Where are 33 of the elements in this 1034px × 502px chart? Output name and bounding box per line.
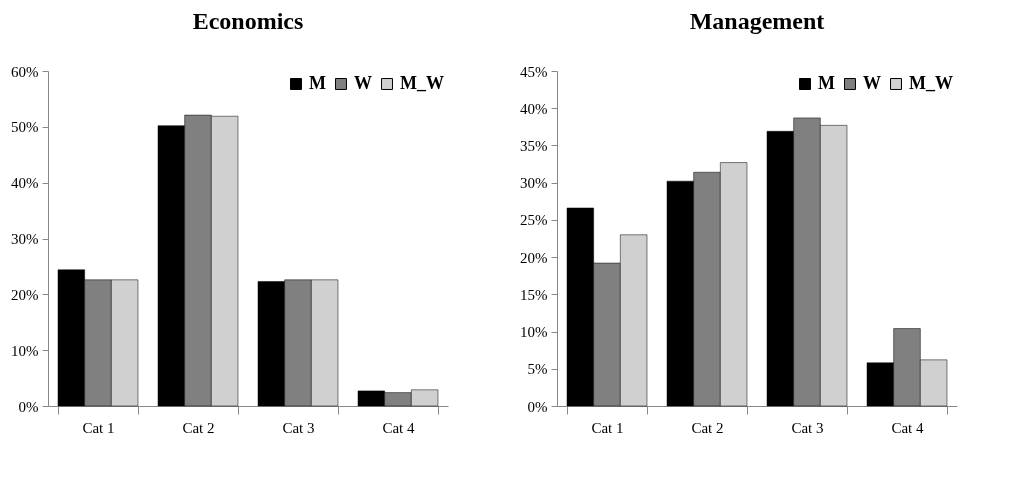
y-tick-label: 40% [520, 100, 548, 117]
x-tick-label: Cat 2 [182, 419, 215, 436]
x-tick-label: Cat 1 [591, 419, 624, 436]
y-tick-label: 25% [520, 212, 548, 229]
y-tick-label: 20% [520, 249, 548, 266]
y-tick-label: 10% [520, 324, 548, 341]
x-tick-label: Cat 2 [691, 419, 724, 436]
y-tick-label: 0% [527, 398, 548, 415]
y-tick-label: 30% [11, 231, 39, 247]
y-tick-label: 0% [18, 398, 39, 415]
legend-label: W [354, 73, 372, 93]
legend-label: M [818, 73, 835, 93]
legend-label: M_W [400, 73, 444, 93]
y-tick-label: 40% [11, 175, 39, 192]
x-tick-label: Cat 1 [82, 419, 115, 436]
x-tick-label: Cat 3 [282, 419, 315, 436]
y-tick-label: 15% [520, 286, 548, 303]
y-tick-label: 30% [520, 175, 548, 192]
x-tick-label: Cat 4 [891, 419, 925, 436]
y-tick-label: 50% [11, 119, 39, 136]
y-tick-label: 60% [11, 63, 39, 80]
chart-title: Economics [192, 8, 304, 34]
y-tick-label: 10% [11, 342, 39, 359]
legend-label: W [863, 73, 881, 93]
y-tick-label: 45% [520, 63, 548, 80]
y-tick-label: 20% [11, 286, 39, 303]
legend-label: M [309, 73, 326, 93]
y-tick-label: 35% [520, 137, 548, 154]
x-tick-label: Cat 4 [382, 419, 416, 436]
x-tick-label: Cat 3 [791, 419, 824, 436]
y-tick-label: 5% [527, 361, 548, 378]
legend-label: M_W [909, 73, 953, 93]
chart-title: Management [689, 8, 825, 34]
